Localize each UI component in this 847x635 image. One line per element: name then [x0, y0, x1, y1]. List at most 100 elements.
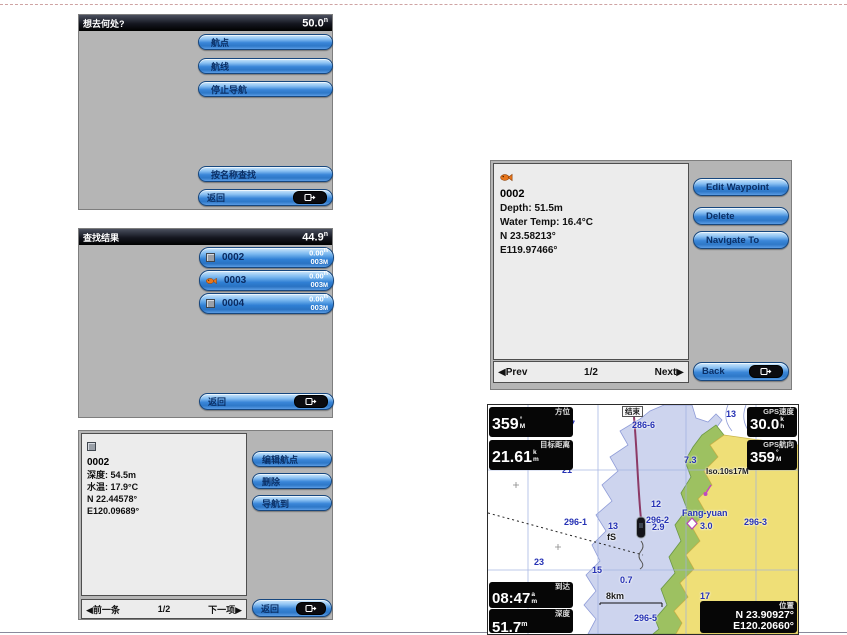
search-results-screen: 查找结果 44.9n 0002 0.00n 003M 0003 0.00n 00…	[78, 228, 334, 418]
back-key-icon	[296, 601, 326, 615]
page-indicator: 1/2	[584, 366, 598, 378]
chart-number-label: 296-3	[744, 517, 768, 527]
depth-label: 13	[608, 521, 619, 531]
scale-label: 8km	[606, 591, 625, 601]
chart-number-label: 286-6	[632, 420, 656, 430]
waypoint-square-icon	[206, 299, 215, 308]
track-squiggle	[638, 540, 644, 570]
waypoint-square-icon	[87, 442, 96, 451]
top-rule	[0, 4, 847, 5]
waypoint-info-panel: 0002 深度: 54.5m 水温: 17.9°C N 22.44578° E1…	[81, 433, 247, 596]
edit-waypoint-button[interactable]: 编辑航点	[252, 451, 332, 467]
chart-number-label: 296-5	[634, 613, 658, 623]
place-name-label: Fang-yuan	[682, 508, 728, 518]
depth-label: 12	[651, 499, 662, 509]
prev-button[interactable]: ◀前一条	[86, 604, 120, 615]
back-button[interactable]: 返回	[252, 599, 332, 617]
back-key-icon	[294, 395, 328, 408]
whereto-screen: 想去何处? 50.0n 航点 航线 停止导航 按名称查找 返回	[78, 14, 333, 210]
navigate-to-button[interactable]: Navigate To	[693, 231, 789, 249]
result-item-0004[interactable]: 0004 0.00n 003M	[199, 293, 334, 314]
waypoints-button[interactable]: 航点	[198, 34, 333, 50]
waypoint-latitude: N 23.58213°	[500, 231, 556, 242]
stop-navigation-button[interactable]: 停止导航	[198, 81, 333, 97]
depth-label: 23	[534, 557, 545, 567]
depth-label: 13	[726, 409, 737, 419]
distance-to-dest-field: 目标距离 21.61 k m	[489, 440, 573, 470]
depth-label: 2.9	[652, 522, 665, 532]
result-item-0003[interactable]: 0003 0.00n 003M	[199, 270, 334, 291]
fish-icon	[206, 277, 217, 285]
depth-field: 深度 51.7m	[489, 609, 573, 634]
diamond-mark-icon	[686, 517, 698, 530]
back-key-icon	[749, 365, 783, 378]
waypoint-depth: Depth: 51.5m	[500, 203, 563, 214]
back-button[interactable]: Back	[693, 362, 789, 381]
dotted-track-line	[488, 512, 644, 556]
search-title: 查找结果	[83, 232, 120, 243]
navigate-to-button[interactable]: 导航到	[252, 495, 332, 511]
search-range: 44.9n	[302, 230, 328, 244]
edit-waypoint-button[interactable]: Edit Waypoint	[693, 178, 789, 196]
waypoint-review-zh-screen: 0002 深度: 54.5m 水温: 17.9°C N 22.44578° E1…	[78, 430, 333, 620]
waypoint-square-icon	[206, 253, 215, 262]
waypoint-depth: 深度: 54.5m	[87, 470, 137, 480]
item-distance-bearing: 0.00n 003M	[309, 293, 328, 313]
gps-heading-field: GPS航向 359 ° M	[747, 440, 797, 470]
routes-button[interactable]: 航线	[198, 58, 333, 74]
bottom-rule	[0, 632, 847, 633]
back-button[interactable]: 返回	[199, 393, 334, 410]
chart-view[interactable]: 结束 13 286-7 286-6 7.3 21 Iso.10s17M 12 2…	[487, 404, 799, 635]
depth-label: 0.7	[620, 575, 633, 585]
depth-label: 7.3	[684, 455, 697, 465]
chart-number-label: 296-1	[564, 517, 588, 527]
bearing-field: 方位 359 ° M	[489, 407, 573, 437]
whereto-titlebar: 想去何处? 50.0n	[79, 15, 332, 31]
position-field: 位置 N 23.90927° E120.20660°	[700, 601, 797, 633]
waypoint-name: 0002	[87, 457, 110, 468]
depth-label: 17	[700, 591, 711, 601]
next-button[interactable]: 下一项▶	[208, 604, 242, 615]
depth-label: 3.0	[700, 521, 713, 531]
waypoint-latitude: N 22.44578°	[87, 494, 138, 504]
position-longitude: E120.20660°	[733, 620, 794, 632]
seabed-label: fS	[607, 532, 616, 542]
arrival-time-field: 到达 08:47 a m	[489, 582, 573, 608]
light-symbol-icon	[703, 484, 712, 496]
item-distance-bearing: 0.00n 003M	[309, 270, 328, 290]
pager-bar: ◀前一条 1/2 下一项▶	[81, 599, 247, 619]
light-characteristic-label: Iso.10s17M	[706, 467, 749, 476]
delete-button[interactable]: 删除	[252, 473, 332, 489]
whereto-title: 想去何处?	[83, 18, 125, 29]
waypoint-water-temp: Water Temp: 16.4°C	[500, 217, 593, 228]
back-button[interactable]: 返回	[198, 189, 333, 206]
depth-label: 21	[562, 465, 573, 475]
route-end-flag: 结束	[622, 406, 643, 417]
waypoint-longitude: E119.97466°	[500, 245, 558, 256]
prev-button[interactable]: ◀Prev	[498, 366, 528, 378]
waypoint-review-en-screen: 0002 Depth: 51.5m Water Temp: 16.4°C N 2…	[490, 160, 792, 390]
boat-icon	[636, 516, 646, 539]
scale-bar	[599, 602, 663, 607]
page-indicator: 1/2	[157, 604, 171, 614]
fish-icon	[500, 169, 513, 186]
pager-bar: ◀Prev 1/2 Next▶	[493, 361, 689, 383]
position-latitude: N 23.90927°	[735, 609, 795, 621]
search-by-name-button[interactable]: 按名称查找	[198, 166, 333, 182]
route-line	[633, 416, 642, 520]
waypoint-water-temp: 水温: 17.9°C	[87, 482, 139, 492]
whereto-range: 50.0n	[302, 16, 328, 30]
waypoint-info-panel: 0002 Depth: 51.5m Water Temp: 16.4°C N 2…	[493, 163, 689, 360]
depth-label: 15	[592, 565, 603, 575]
item-distance-bearing: 0.00n 003M	[309, 247, 328, 267]
search-titlebar: 查找结果 44.9n	[79, 229, 332, 245]
gps-speed-field: GPS速度 30.0 k h	[747, 407, 797, 437]
result-item-0002[interactable]: 0002 0.00n 003M	[199, 247, 334, 268]
next-button[interactable]: Next▶	[654, 366, 684, 378]
back-key-icon	[293, 191, 327, 204]
waypoint-name: 0002	[500, 188, 525, 200]
delete-button[interactable]: Delete	[693, 207, 789, 225]
land-area	[673, 434, 798, 634]
waypoint-longitude: E120.09689°	[87, 506, 140, 516]
